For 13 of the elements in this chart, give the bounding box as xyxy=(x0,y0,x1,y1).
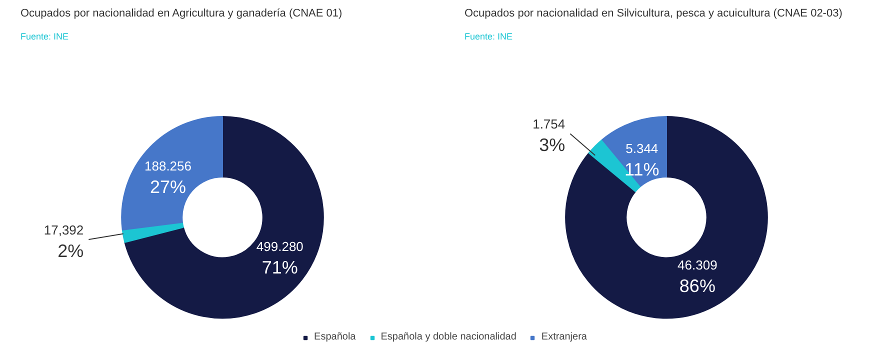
data-label: 188.256 27% xyxy=(144,158,192,198)
chart-title: Ocupados por nacionalidad en Agricultura y ganadería (CNAE 01) xyxy=(20,8,342,20)
data-label: 46.309 86% xyxy=(678,257,718,296)
data-label: 17,392 2% xyxy=(44,222,84,261)
chart-subtitle: Fuente: INE xyxy=(464,32,513,42)
chart-title: Ocupados por nacionalidad en Silvicultura, pesca y acuicultura (CNAE 02-03) xyxy=(464,8,842,20)
legend-label: Extranjera xyxy=(541,332,587,342)
chart-subtitle: Fuente: INE xyxy=(20,32,69,42)
data-label: 5.344 11% xyxy=(624,140,660,180)
data-label: 499.280 71% xyxy=(256,238,304,278)
legend-label: Española y doble nacionalidad xyxy=(380,332,516,342)
legend-label: Española xyxy=(314,332,356,342)
data-label: 1.754 3% xyxy=(532,116,566,156)
